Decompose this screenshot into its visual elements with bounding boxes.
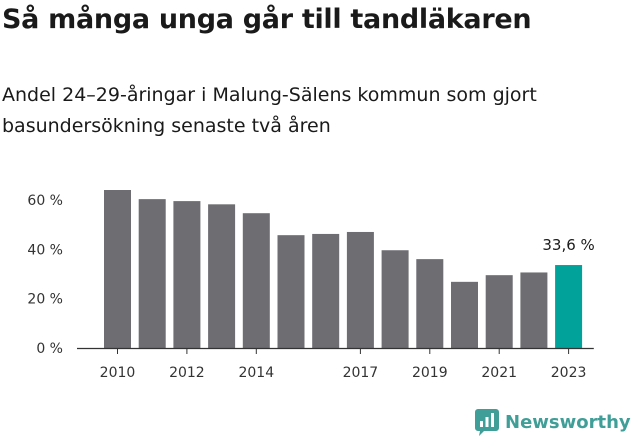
- x-tick-label: 2021: [481, 365, 517, 381]
- chart-subtitle: Andel 24–29-åringar i Malung-Sälens komm…: [2, 84, 537, 137]
- x-tick-label: 2019: [412, 365, 448, 381]
- x-tick-label: 2017: [343, 365, 379, 381]
- bar-series: [104, 190, 583, 348]
- y-tick-label: 40 %: [27, 242, 63, 258]
- bar-2017: [346, 231, 374, 348]
- bar-2020: [451, 281, 478, 348]
- x-tick-label: 2014: [238, 365, 274, 381]
- bar-2022: [520, 272, 548, 348]
- newsworthy-brand[interactable]: Newsworthy: [475, 407, 631, 437]
- bar-2011: [138, 199, 166, 348]
- data-labels: 33,6 %: [542, 236, 594, 254]
- bar-2019: [416, 259, 444, 348]
- bar-2021: [485, 275, 513, 348]
- x-tick-label: 2023: [551, 365, 587, 381]
- x-tick-label: 2010: [100, 365, 136, 381]
- bar-2012: [173, 201, 201, 348]
- bar-2010: [104, 190, 131, 348]
- data-label: 33,6 %: [542, 236, 594, 254]
- bar-2016: [312, 233, 340, 348]
- x-tick-label: 2012: [169, 365, 205, 381]
- y-tick-label: 60 %: [27, 193, 63, 209]
- chart-title: Så många unga går till tandläkaren: [2, 4, 532, 35]
- bar-2015: [277, 235, 305, 348]
- y-axis: 0 % 20 % 40 % 60 %: [27, 193, 63, 357]
- brand-name: Newsworthy: [505, 411, 631, 433]
- bar-2023: [555, 265, 583, 348]
- x-axis: 2010 2012 2014 2017 2019 2021 2023: [77, 347, 594, 381]
- bar-2018: [381, 250, 409, 348]
- newsworthy-logo-icon: [475, 408, 499, 436]
- bar-2014: [242, 213, 270, 348]
- y-tick-label: 20 %: [27, 292, 63, 308]
- bar-2013: [208, 204, 236, 348]
- y-tick-label: 0 %: [36, 341, 63, 357]
